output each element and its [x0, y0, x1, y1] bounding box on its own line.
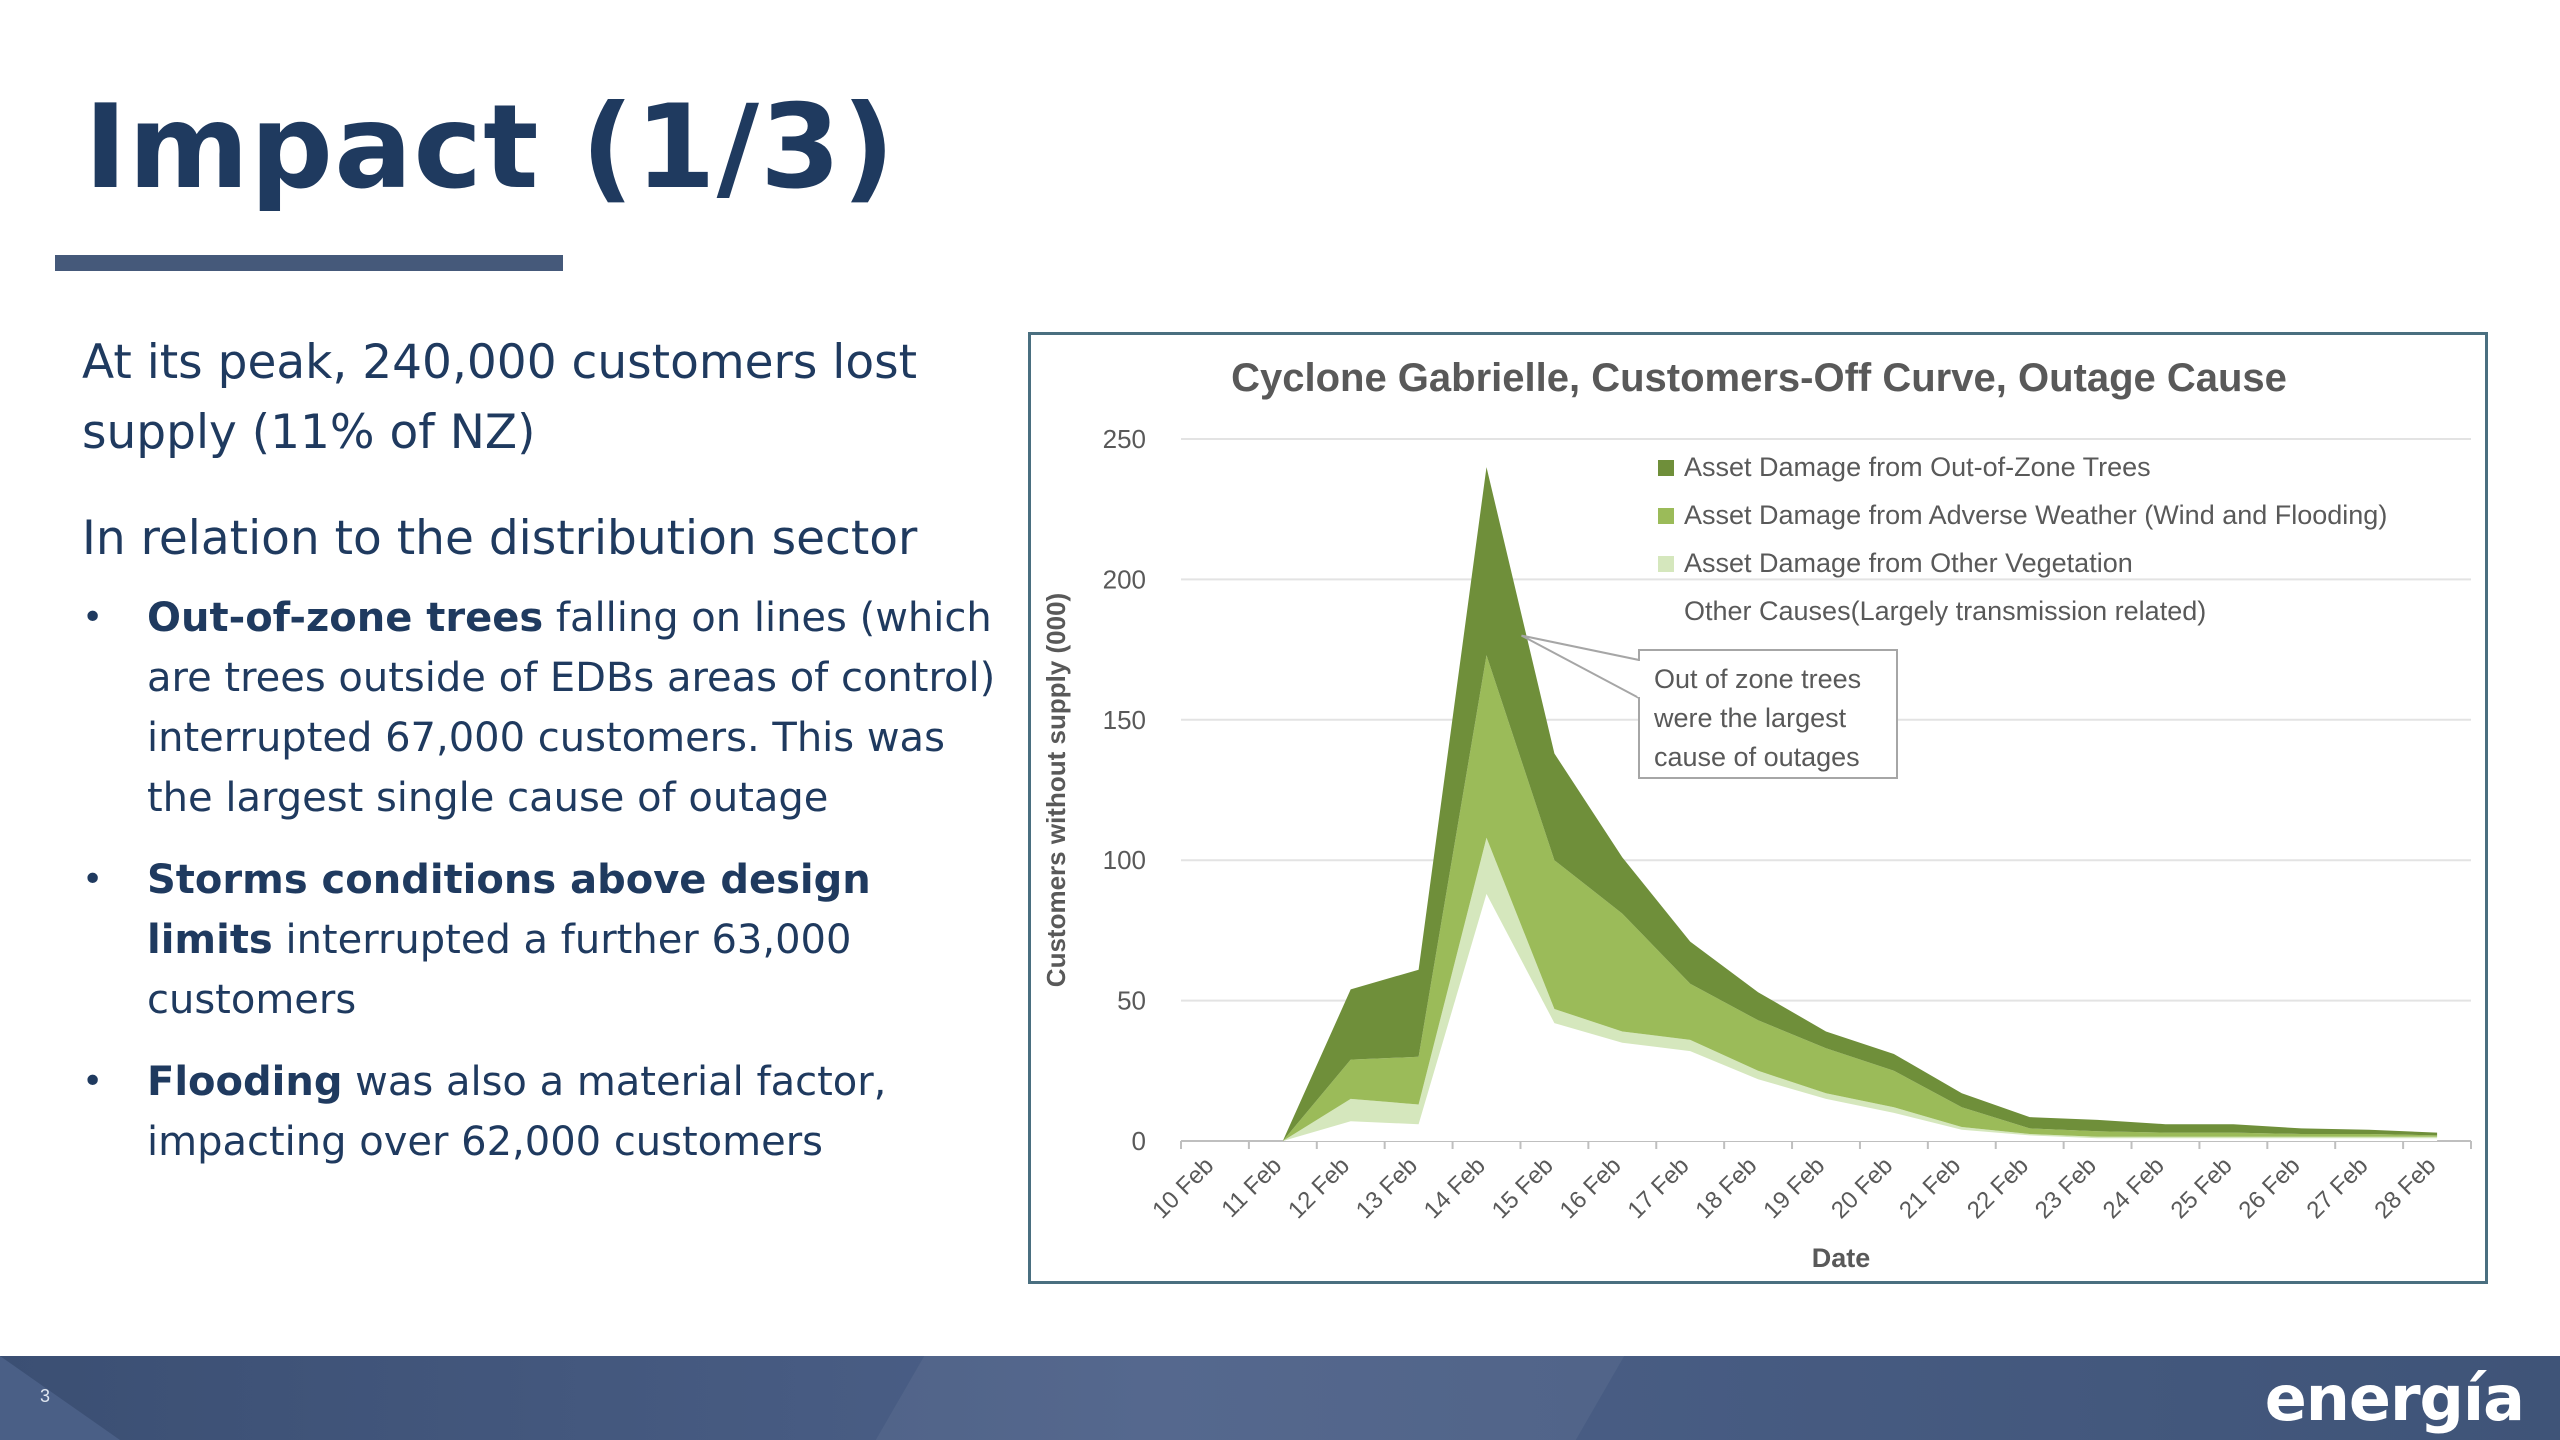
x-tick-label: 27 Feb — [2301, 1152, 2373, 1224]
lead-peak-customers: At its peak, 240,000 customers lost supp… — [82, 335, 918, 460]
y-tick-label: 0 — [1132, 1126, 1146, 1156]
x-tick-label: 16 Feb — [1555, 1152, 1627, 1224]
callout-box — [1638, 649, 1898, 779]
area-series — [1282, 655, 2438, 1141]
legend-label: Other Causes(Largely transmission relate… — [1684, 596, 2206, 626]
y-tick-label: 100 — [1103, 845, 1146, 875]
bullet-item-out-of-zone: • Out-of-zone trees falling on lines (whi… — [82, 588, 1002, 828]
x-tick-label: 28 Feb — [2369, 1152, 2441, 1224]
legend-label: Asset Damage from Adverse Weather (Wind … — [1684, 500, 2387, 530]
x-tick-label: 18 Feb — [1690, 1152, 1762, 1224]
x-tick-label: 13 Feb — [1351, 1152, 1423, 1224]
bullet-bold: Flooding — [147, 1059, 343, 1105]
legend-swatch — [1658, 508, 1674, 524]
bullet-glyph: • — [82, 597, 104, 638]
bullet-bold: Out-of-zone trees — [147, 595, 544, 641]
area-series — [1282, 837, 2438, 1141]
x-tick-label: 22 Feb — [1962, 1152, 2034, 1224]
x-tick-label: 20 Feb — [1826, 1152, 1898, 1224]
x-axis-label: Date — [1812, 1243, 1871, 1273]
x-tick-label: 25 Feb — [2166, 1152, 2238, 1224]
bullet-text: interrupted a further 63,000 customers — [147, 917, 852, 1023]
x-tick-label: 24 Feb — [2098, 1152, 2170, 1224]
title-underline — [55, 255, 563, 271]
callout-text: Out of zone trees — [1654, 664, 1861, 694]
legend-swatch — [1658, 556, 1674, 572]
x-tick-label: 26 Feb — [2234, 1152, 2306, 1224]
slide-title: Impact (1/3) — [84, 80, 896, 215]
x-tick-label: 23 Feb — [2030, 1152, 2102, 1224]
y-tick-label: 250 — [1103, 424, 1146, 454]
bullet-item-storm: • Storms conditions above design limits i… — [82, 850, 1002, 1030]
energia-logo: energía — [2264, 1362, 2525, 1435]
footer-facet — [0, 1356, 120, 1440]
x-tick-label: 10 Feb — [1147, 1152, 1219, 1224]
legend-label: Asset Damage from Other Vegetation — [1684, 548, 2133, 578]
x-tick-label: 21 Feb — [1894, 1152, 1966, 1224]
bullet-bold: Storms conditions above design limits — [147, 857, 871, 963]
x-tick-label: 11 Feb — [1216, 1152, 1287, 1223]
legend-swatch — [1658, 604, 1674, 620]
callout-pointer — [1521, 634, 1640, 700]
lead-distribution-sector: In relation to the distribution sector — [82, 511, 918, 566]
callout-text: cause of outages — [1654, 742, 1860, 772]
left-text-block: At its peak, 240,000 customers lost supp… — [82, 328, 1002, 1194]
bullet-list: • Out-of-zone trees falling on lines (whi… — [82, 588, 1002, 1172]
bullet-text: falling on lines (which are trees outsid… — [147, 595, 996, 821]
callout-text: were the largest — [1653, 703, 1847, 733]
y-axis-label: Customers without supply (000) — [1041, 593, 1071, 987]
bullet-item-flooding: • Flooding was also a material factor, im… — [82, 1052, 1002, 1172]
chart-svg: Cyclone Gabrielle, Customers-Off Curve, … — [1041, 356, 2472, 1273]
x-tick-label: 15 Feb — [1487, 1152, 1559, 1224]
chart-title: Cyclone Gabrielle, Customers-Off Curve, … — [1231, 356, 2287, 400]
legend-swatch — [1658, 460, 1674, 476]
area-series — [1282, 893, 2438, 1141]
bullet-text: was also a material factor, impacting ov… — [147, 1059, 887, 1165]
footer-facet — [875, 1356, 1625, 1440]
x-tick-label: 19 Feb — [1758, 1152, 1830, 1224]
y-tick-label: 150 — [1103, 705, 1146, 735]
legend-label: Asset Damage from Out-of-Zone Trees — [1684, 452, 2151, 482]
x-tick-label: 14 Feb — [1419, 1152, 1491, 1224]
bullet-glyph: • — [82, 859, 104, 900]
footer-bar: 3 energía — [0, 1356, 2560, 1440]
bullet-glyph: • — [82, 1061, 104, 1102]
x-tick-label: 17 Feb — [1623, 1152, 1695, 1224]
x-tick-label: 12 Feb — [1283, 1152, 1355, 1224]
y-tick-label: 50 — [1117, 986, 1146, 1016]
page-number: 3 — [40, 1386, 51, 1406]
chart-frame: Cyclone Gabrielle, Customers-Off Curve, … — [1028, 332, 2488, 1284]
y-tick-label: 200 — [1103, 564, 1146, 594]
